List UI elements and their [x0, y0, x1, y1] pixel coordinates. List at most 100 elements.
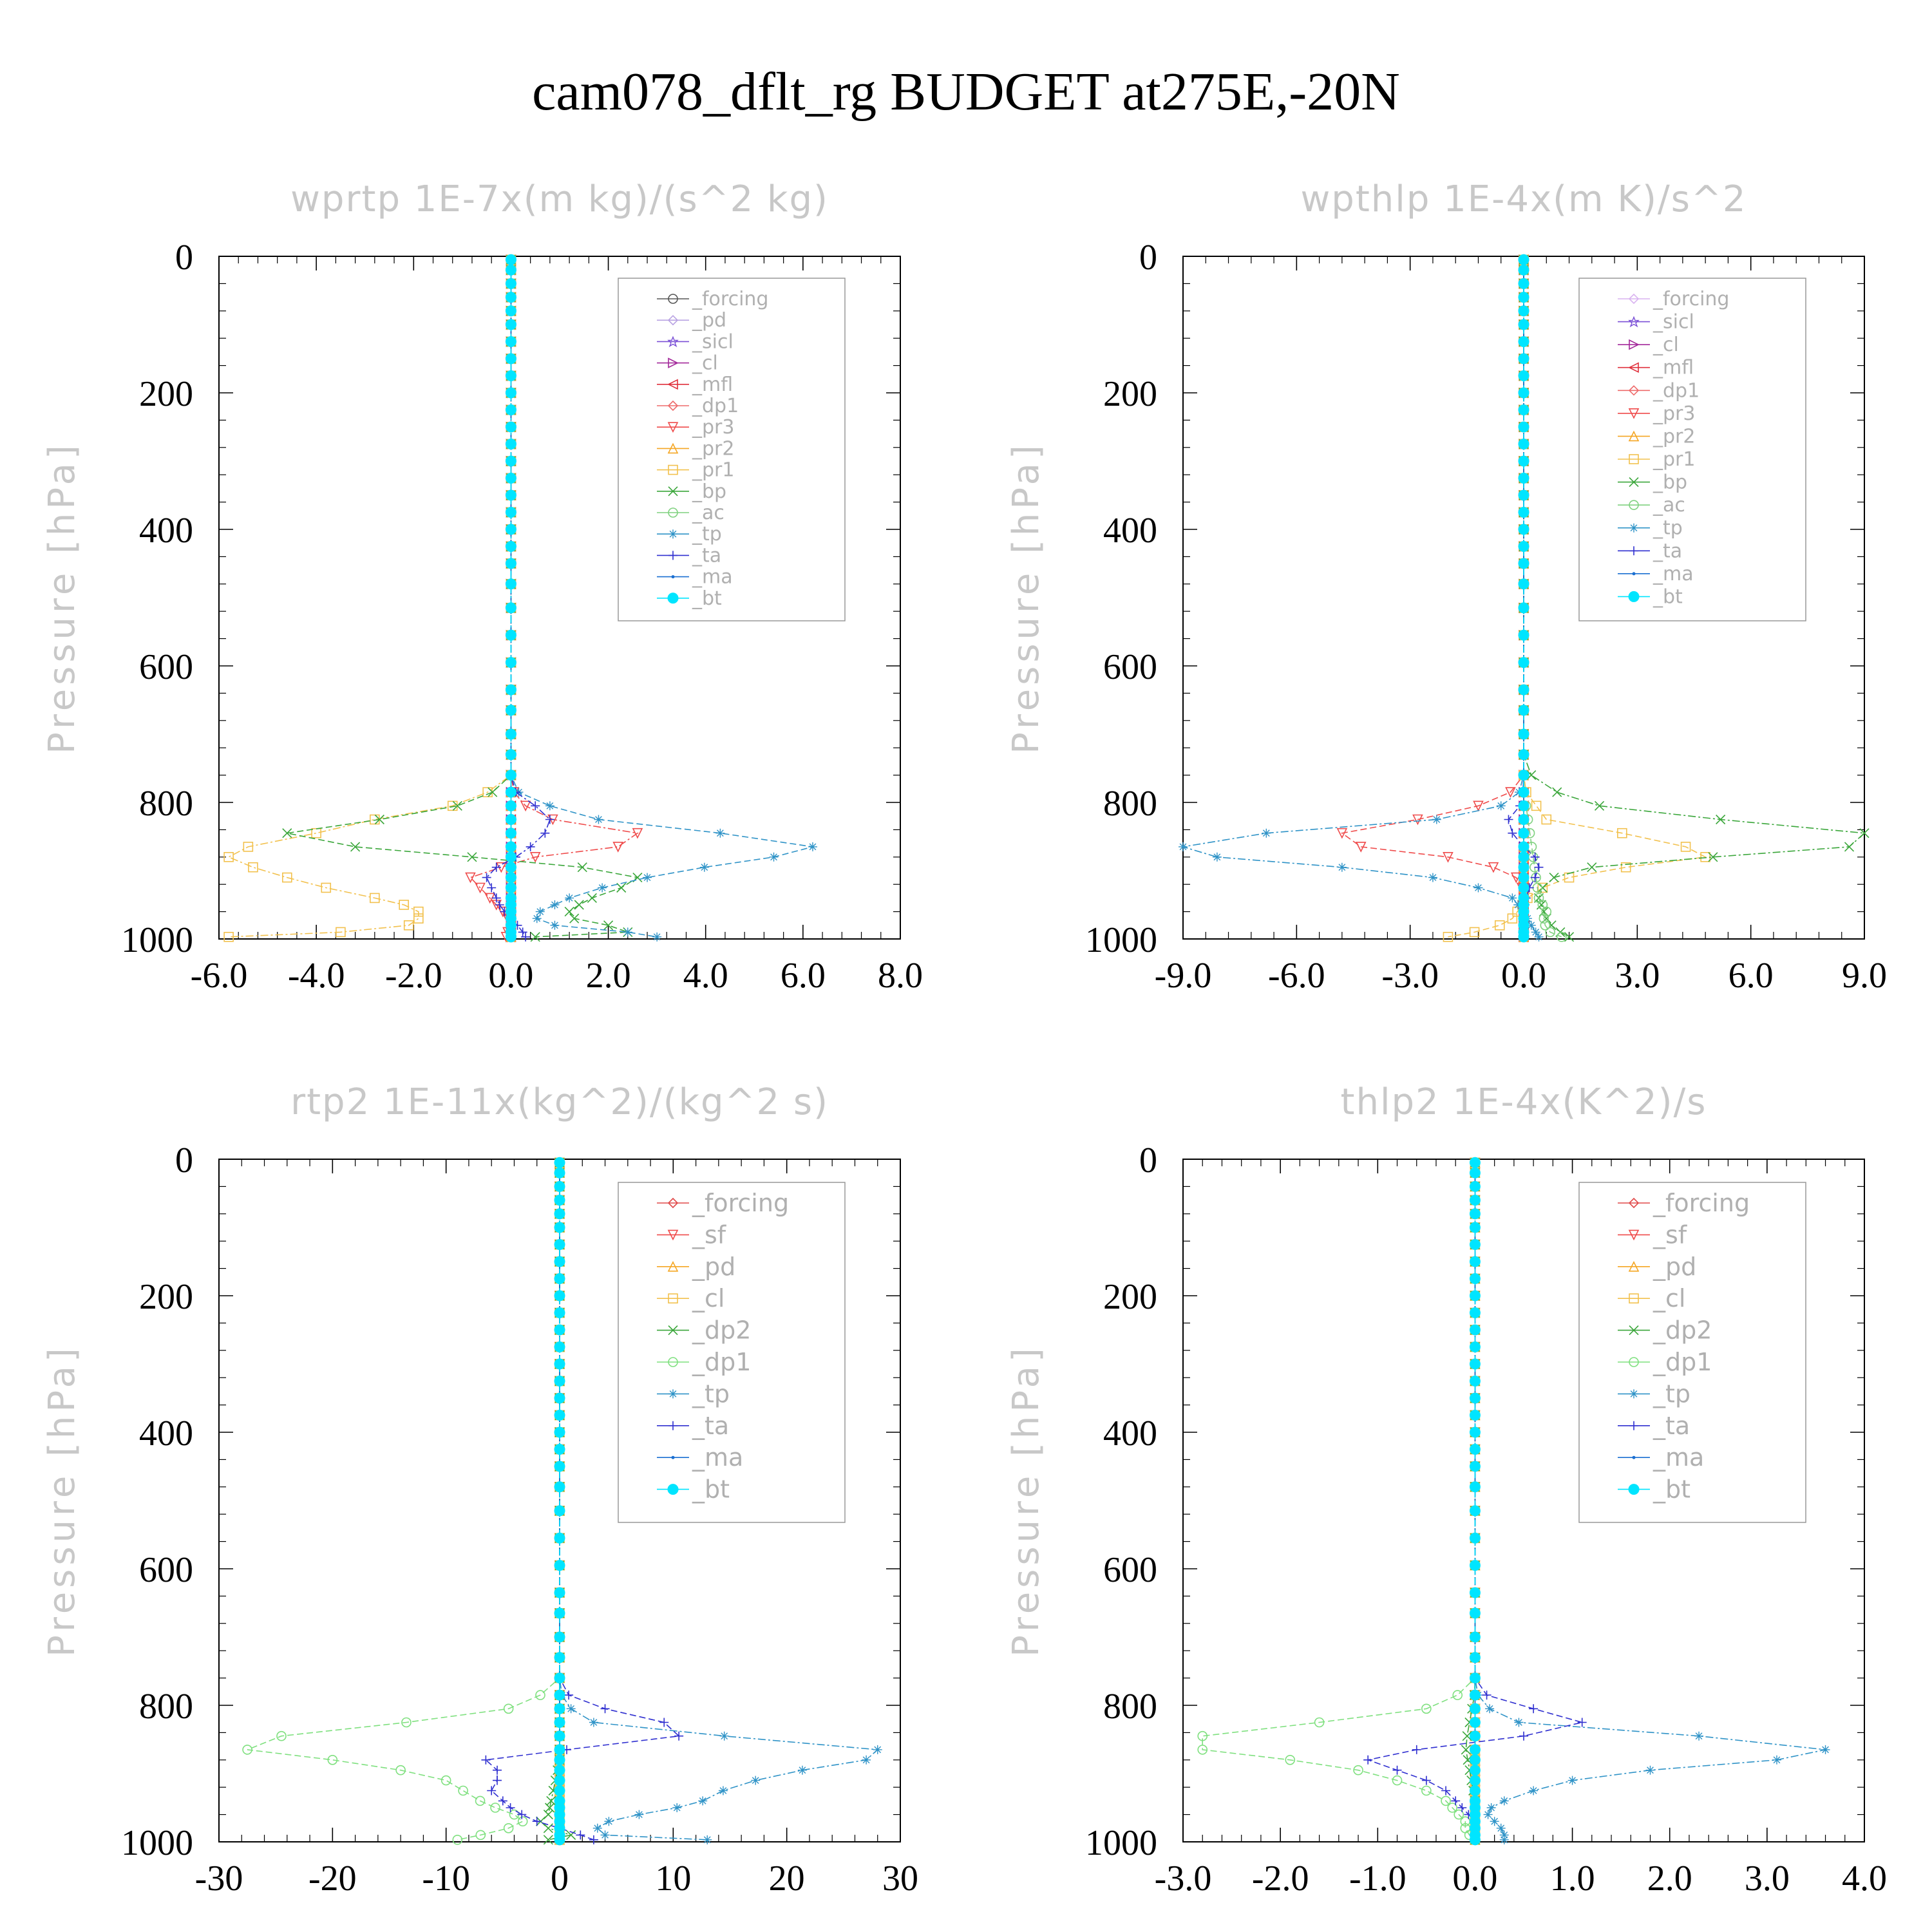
x-tick-label: 4.0 [1842, 1859, 1887, 1899]
data-point-bt [554, 1358, 565, 1370]
data-point-pr1 [321, 882, 332, 893]
data-point-bt [554, 1239, 565, 1250]
data-point-bt [505, 814, 516, 825]
legend-marker-forcing [1628, 293, 1640, 305]
x-tick-label: 3.0 [1745, 1859, 1790, 1899]
legend-marker-mfl [667, 379, 678, 390]
data-point-tp [1772, 1755, 1781, 1765]
series-line-bp [287, 260, 639, 938]
data-point-pr1 [1494, 920, 1505, 931]
data-point-tp [545, 801, 554, 811]
legend-marker-sf [1628, 1229, 1640, 1241]
series-line-ta [1508, 260, 1540, 937]
legend-marker-pr2 [1628, 430, 1640, 442]
data-point-bt [1469, 1410, 1481, 1421]
data-point-ta [495, 900, 504, 909]
data-point-bt [554, 1180, 565, 1192]
data-point-bt [1469, 1208, 1481, 1220]
data-point-bp [577, 862, 587, 873]
legend-label-pr3: _pr3 [692, 416, 734, 439]
x-tick-label: -20 [308, 1859, 357, 1899]
data-point-bt [1469, 1532, 1481, 1544]
data-point-bt [1518, 439, 1530, 450]
legend-label-forcing: _forcing [692, 1189, 789, 1217]
x-tick-label: -4.0 [288, 956, 345, 996]
data-point-tp [719, 1731, 729, 1741]
series-line-ta [486, 260, 551, 938]
series-bp [282, 254, 643, 942]
y-tick-label: 600 [139, 1550, 193, 1590]
data-point-ta [1530, 873, 1540, 882]
data-point-bt [505, 841, 516, 853]
data-point-bt [1518, 387, 1530, 399]
legend-label-dp1: _dp1 [692, 395, 739, 417]
y-tick-label: 200 [139, 1277, 193, 1317]
y-tick-label: 600 [1103, 1550, 1157, 1590]
legend-marker-bt [1628, 1484, 1640, 1495]
data-point-bp [452, 800, 462, 811]
legend-marker-pd [667, 1261, 679, 1272]
legend-label-ta: _ta [692, 544, 721, 567]
data-point-dp2 [543, 1835, 553, 1845]
legend-label-sicl: _sicl [692, 330, 734, 353]
series-pr3 [465, 254, 643, 943]
data-point-dp1 [440, 1775, 451, 1786]
legend-label-ma: _ma [692, 566, 733, 589]
series-tp [1179, 255, 1544, 942]
panel-title: wprtp 1E-7x(m kg)/(s^2 kg) [290, 178, 829, 220]
data-point-tp [1490, 1817, 1499, 1826]
legend-marker-ma [1632, 1455, 1636, 1459]
series-line-pr1 [227, 260, 512, 938]
data-point-bt [1469, 1775, 1481, 1786]
data-point-bt [1518, 786, 1530, 798]
data-point-bt [554, 1717, 565, 1728]
data-point-tp [1514, 1718, 1524, 1727]
data-point-bt [554, 1195, 565, 1206]
data-point-ta [1577, 1718, 1587, 1727]
data-point-bt [1518, 404, 1530, 415]
legend-label-tp: _tp [1653, 517, 1683, 540]
legend-box [1578, 1182, 1806, 1523]
data-point-ta [1441, 1786, 1451, 1795]
data-point-bt [554, 1587, 565, 1598]
data-point-bt [1469, 1341, 1481, 1352]
data-point-bt [505, 728, 516, 740]
data-point-pr3 [1488, 862, 1499, 873]
data-point-bt [505, 489, 516, 501]
x-tick-label: -2.0 [1252, 1859, 1309, 1899]
data-point-pr1 [1469, 927, 1480, 938]
data-point-tp [634, 1810, 644, 1819]
data-point-bt [1469, 1358, 1481, 1370]
data-point-ta [674, 1731, 684, 1741]
data-point-dp1 [1421, 1703, 1432, 1714]
data-point-bt [505, 421, 516, 433]
data-point-tp [797, 1765, 807, 1775]
legend-marker-sicl [1628, 316, 1640, 328]
legend-marker-dp1 [668, 1357, 678, 1367]
legend-marker-tp [668, 1389, 677, 1399]
data-point-pr1 [370, 893, 380, 904]
data-point-bt [1518, 602, 1530, 614]
panel-wpthlp: wpthlp 1E-4x(m K)/s^2 Pressure [hPa] -9.0 -… [1005, 178, 1887, 996]
data-point-bt [1518, 684, 1530, 696]
data-point-bt [505, 387, 516, 399]
y-tick-label: 200 [1103, 1277, 1157, 1317]
data-point-ta [1451, 1796, 1461, 1806]
data-point-ta [1534, 862, 1544, 872]
data-point-pr1 [399, 900, 409, 910]
legend-label-forcing: _forcing [1653, 1189, 1750, 1217]
legend-label-mfl: _mfl [1653, 357, 1694, 379]
data-point-bt [505, 770, 516, 781]
data-point-bt [554, 1532, 565, 1544]
data-point-tp [1529, 1786, 1539, 1795]
data-point-bt [1518, 455, 1530, 467]
data-point-bp [1708, 852, 1718, 862]
data-point-ta [1412, 1745, 1421, 1754]
data-point-dp1 [276, 1730, 287, 1741]
data-point-pr1 [1443, 932, 1454, 942]
data-point-pr1 [223, 852, 234, 862]
data-point-tp [592, 1823, 602, 1833]
data-point-bt [1518, 728, 1530, 740]
legend-marker-forcing [667, 1197, 679, 1209]
data-point-bt [554, 1167, 565, 1179]
